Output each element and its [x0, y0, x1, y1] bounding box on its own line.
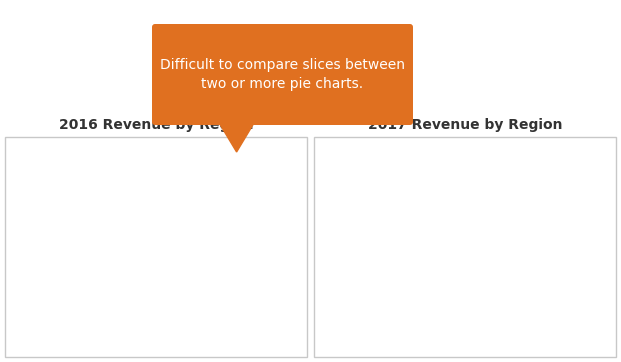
FancyBboxPatch shape [314, 137, 616, 357]
Wedge shape [68, 236, 156, 334]
Text: South: South [219, 274, 253, 287]
FancyBboxPatch shape [5, 137, 307, 357]
Title: 2016 Revenue by Region: 2016 Revenue by Region [59, 118, 253, 132]
FancyBboxPatch shape [152, 24, 413, 125]
Text: North: North [13, 210, 46, 223]
Wedge shape [145, 159, 240, 247]
Text: East: East [396, 315, 421, 328]
Wedge shape [145, 220, 244, 335]
Wedge shape [465, 203, 553, 330]
Text: South: South [553, 258, 587, 271]
Text: West: West [204, 172, 233, 185]
Wedge shape [377, 159, 465, 260]
Wedge shape [457, 159, 541, 247]
Wedge shape [378, 247, 494, 335]
Polygon shape [219, 122, 255, 152]
Title: 2017 Revenue by Region: 2017 Revenue by Region [368, 118, 562, 132]
Text: East: East [82, 318, 107, 331]
Text: West: West [510, 172, 540, 185]
Text: Difficult to compare slices between
two or more pie charts.: Difficult to compare slices between two … [160, 58, 405, 91]
Text: North: North [325, 207, 358, 220]
Wedge shape [69, 160, 156, 247]
